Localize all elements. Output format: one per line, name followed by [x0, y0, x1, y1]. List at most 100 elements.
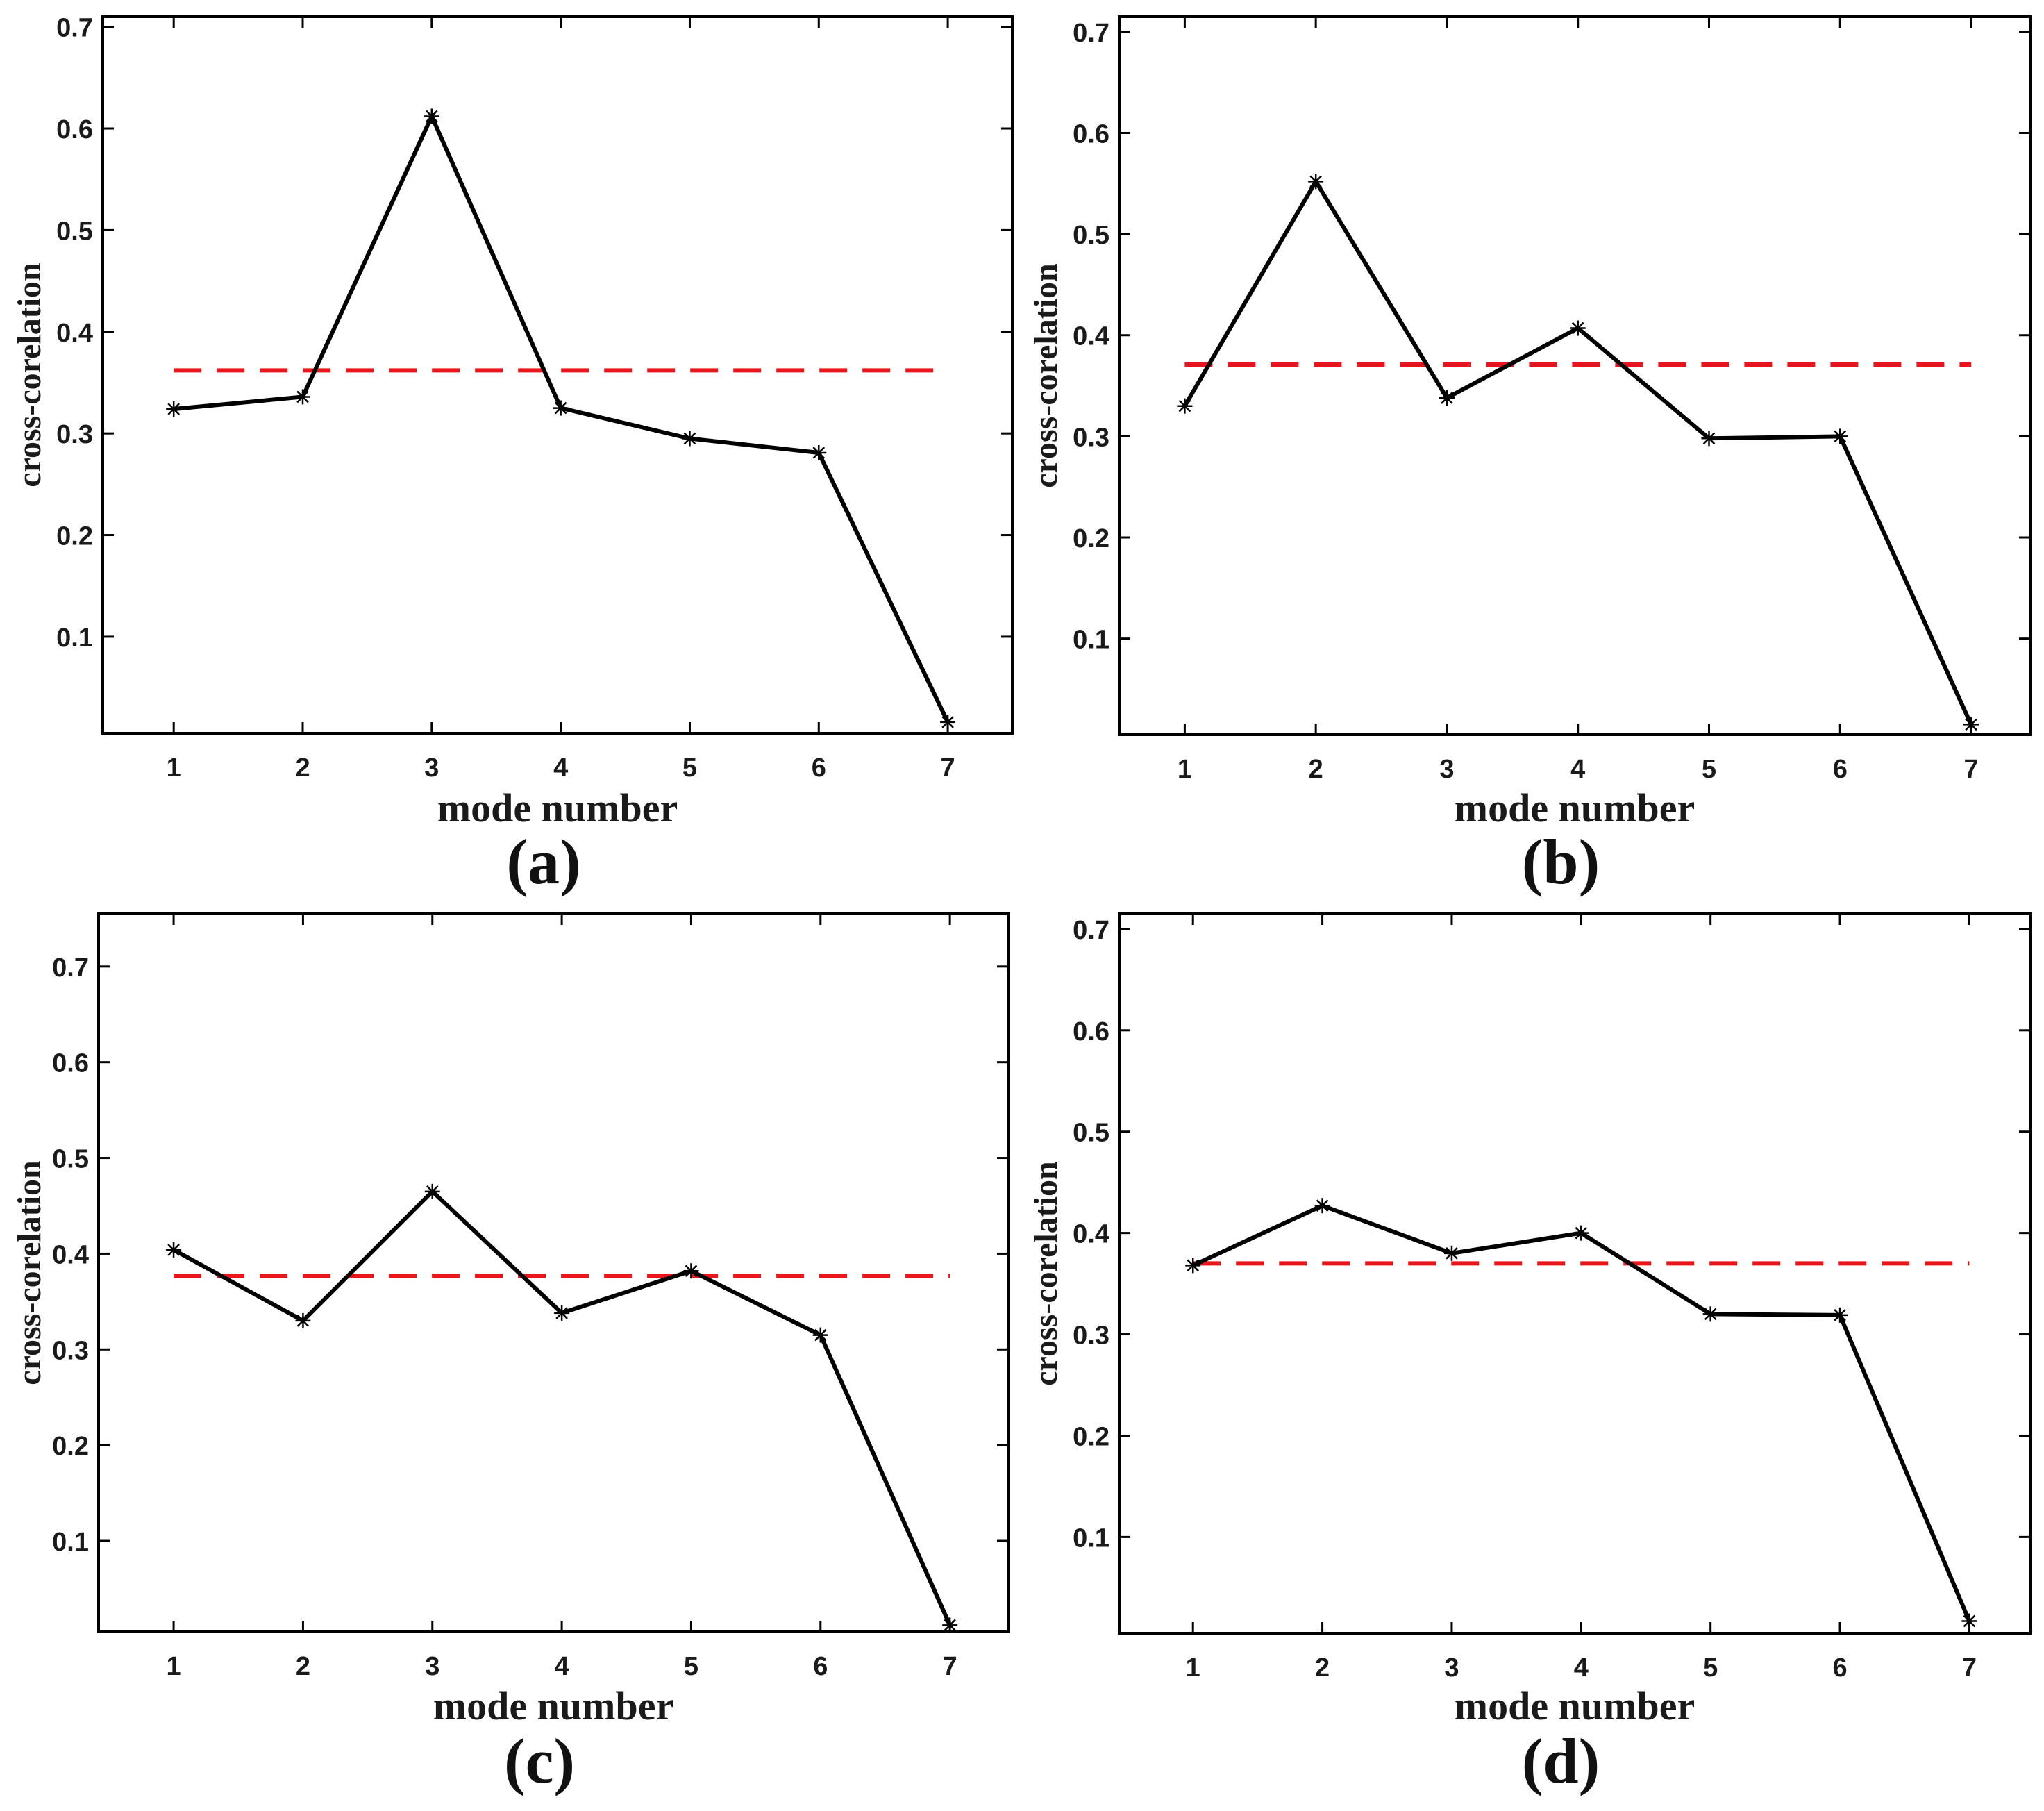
y-tick-label: 0.2: [52, 1432, 89, 1461]
x-axis-label: mode number: [1455, 785, 1695, 831]
plot-frame: [101, 15, 1014, 735]
x-tick-label: 4: [1574, 1653, 1589, 1683]
data-point-marker: [682, 431, 698, 447]
x-tick-label: 3: [425, 1652, 439, 1681]
y-tick-label: 0.6: [1073, 119, 1109, 149]
x-tick-label: 1: [167, 1652, 181, 1681]
x-tick-label: 5: [682, 753, 697, 783]
chart-panel: 1 2 3 4 5 6 7 0.1 0.2 0.3 0.4 0.5 0.6 0.7 mode number c…: [1028, 912, 2032, 1796]
data-point-marker: [1832, 1307, 1848, 1323]
y-tick-label: 0.4: [1073, 1220, 1109, 1249]
data-point-marker: [1443, 1245, 1459, 1261]
x-tick-label: 2: [1309, 755, 1323, 784]
y-tick-label: 0.6: [56, 115, 93, 144]
x-tick-label: 1: [1178, 755, 1192, 784]
x-tick-label: 2: [1315, 1653, 1330, 1683]
data-point-marker: [1439, 390, 1455, 406]
series-line: [172, 1188, 952, 1626]
data-point-marker: [554, 1305, 570, 1321]
x-tick-label: 7: [1962, 1653, 1977, 1683]
y-axis-label: cross-corelation: [11, 262, 48, 487]
y-tick-label: 0.7: [56, 14, 93, 43]
series-line: [1182, 177, 1973, 726]
data-point-marker: [424, 108, 439, 124]
x-tick-label: 7: [1963, 755, 1978, 784]
data-point-marker: [812, 1327, 828, 1343]
y-tick-label: 0.4: [52, 1240, 89, 1269]
x-tick-label: 4: [553, 753, 568, 783]
y-tick-label: 0.3: [56, 420, 93, 449]
x-tick-label: 7: [943, 1652, 957, 1681]
x-tick-label: 7: [941, 753, 955, 783]
data-point-marker: [1573, 1225, 1589, 1241]
y-tick-label: 0.2: [56, 522, 93, 551]
y-tick-label: 0.7: [1073, 916, 1109, 945]
x-axis-label: mode number: [1455, 1683, 1695, 1728]
y-axis-label: cross-corelation: [1028, 1161, 1064, 1385]
data-point-marker: [1832, 428, 1848, 444]
y-tick-label: 0.3: [52, 1336, 89, 1365]
y-tick-label: 0.5: [52, 1145, 89, 1174]
data-point-marker: [1961, 1613, 1977, 1629]
x-tick-label: 5: [1702, 755, 1716, 784]
chart-panel: 1 2 3 4 5 6 7 0.1 0.2 0.3 0.4 0.5 0.6 0.7 mode number c…: [11, 912, 1010, 1796]
x-tick-label: 5: [684, 1652, 698, 1681]
y-tick-label: 0.5: [1073, 221, 1109, 250]
data-point-marker: [1570, 320, 1586, 336]
x-tick-label: 4: [1570, 755, 1585, 784]
y-tick-label: 0.1: [56, 624, 93, 653]
y-tick-label: 0.6: [1073, 1017, 1109, 1046]
x-axis-label: mode number: [433, 1683, 673, 1728]
data-point-marker: [1701, 431, 1717, 447]
x-tick-label: 6: [812, 753, 826, 783]
y-tick-label: 0.5: [1073, 1119, 1109, 1148]
data-point-marker: [683, 1263, 699, 1279]
panel-label: (a): [506, 826, 580, 897]
x-tick-label: 2: [295, 753, 310, 783]
x-tick-label: 3: [1439, 755, 1454, 784]
data-point-marker: [1963, 717, 1979, 733]
data-point-marker: [1185, 1258, 1201, 1274]
panel-label: (b): [1522, 826, 1600, 897]
y-tick-label: 0.1: [52, 1528, 89, 1557]
series-line: [173, 111, 950, 724]
y-axis-label: cross-corelation: [1028, 263, 1064, 487]
data-point-marker: [424, 1183, 440, 1199]
data-point-marker: [295, 389, 311, 405]
panel-label: (c): [504, 1726, 575, 1796]
x-tick-label: 6: [1833, 755, 1848, 784]
x-tick-label: 2: [296, 1652, 310, 1681]
x-tick-label: 6: [813, 1652, 828, 1681]
data-point-marker: [1177, 398, 1193, 414]
y-tick-label: 0.7: [52, 953, 89, 983]
y-tick-label: 0.2: [1073, 1422, 1109, 1451]
data-point-marker: [940, 714, 956, 730]
x-tick-label: 1: [1186, 1653, 1200, 1683]
y-tick-label: 0.5: [56, 217, 93, 246]
x-axis-label: mode number: [437, 785, 678, 831]
data-point-marker: [166, 401, 182, 417]
series-line: [1191, 1203, 1972, 1622]
data-point-marker: [1702, 1306, 1718, 1322]
y-tick-label: 0.3: [1073, 1321, 1109, 1351]
x-tick-label: 4: [555, 1652, 569, 1681]
chart-panel: 1 2 3 4 5 6 7 0.1 0.2 0.3 0.4 0.5 0.6 0.7 mode number c…: [1028, 15, 2032, 897]
y-tick-label: 0.7: [1073, 19, 1109, 48]
plot-frame: [1118, 912, 2032, 1635]
y-tick-label: 0.1: [1073, 1524, 1109, 1553]
data-point-marker: [295, 1312, 311, 1328]
panel-label: (d): [1522, 1726, 1600, 1796]
data-point-marker: [1314, 1198, 1330, 1214]
y-tick-label: 0.2: [1073, 524, 1109, 553]
x-tick-label: 5: [1703, 1653, 1718, 1683]
data-point-marker: [811, 444, 827, 460]
x-tick-label: 6: [1832, 1653, 1847, 1683]
y-tick-label: 0.4: [1073, 322, 1109, 351]
y-tick-label: 0.1: [1073, 626, 1109, 655]
y-axis-label: cross-corelation: [11, 1160, 48, 1385]
y-tick-label: 0.4: [56, 319, 93, 348]
x-tick-label: 3: [1444, 1653, 1459, 1683]
x-tick-label: 3: [424, 753, 439, 783]
data-point-marker: [166, 1242, 182, 1258]
